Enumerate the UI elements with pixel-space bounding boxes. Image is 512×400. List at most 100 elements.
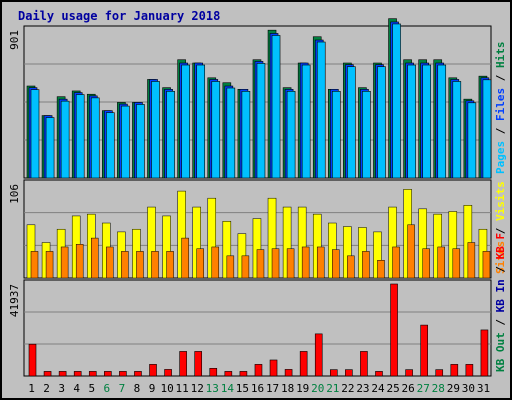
x-tick-label: 23: [356, 382, 369, 395]
bar-sites: [106, 246, 114, 279]
x-tick-label: 16: [251, 382, 264, 395]
bar-sites: [211, 246, 220, 279]
x-tick-label: 1: [28, 382, 35, 395]
bar-kbf: [73, 371, 82, 377]
legend-separator: /: [494, 221, 507, 241]
bar-kbf: [104, 371, 112, 377]
bar-kbf: [284, 369, 293, 377]
x-tick-label: 8: [134, 382, 141, 395]
bar-sites: [226, 255, 235, 279]
bar-pages: [452, 81, 462, 179]
bar-kbf: [480, 329, 489, 377]
x-tick-label: 30: [462, 382, 475, 395]
legend-entry: KB Out: [494, 332, 507, 372]
legend-separator: /: [494, 121, 507, 141]
bar-pages: [437, 64, 447, 179]
bar-sites: [60, 246, 69, 279]
x-tick-label: 14: [221, 382, 235, 395]
bar-kbf: [375, 371, 383, 377]
bar-kbf: [224, 371, 233, 377]
bar-sites: [241, 255, 250, 279]
bar-sites: [437, 246, 445, 279]
bar-pages: [271, 35, 281, 179]
panel-legend: Pages / Files / Hits: [494, 42, 507, 175]
bar-sites: [91, 237, 99, 279]
x-tick-label: 17: [266, 382, 279, 395]
chart-title: Daily usage for January 2018: [18, 9, 220, 23]
legend-entry: Visits: [494, 181, 507, 221]
bar-sites: [121, 251, 129, 279]
bar-pages: [241, 90, 251, 179]
panel-legend: KB Out / KB In / KB F: [494, 233, 507, 372]
x-tick-label: 19: [296, 382, 309, 395]
x-tick-label: 13: [206, 382, 219, 395]
bar-sites: [256, 249, 265, 279]
x-tick-label: 5: [88, 382, 95, 395]
bar-kbf: [450, 364, 459, 377]
panel-frame: [23, 279, 492, 377]
bar-sites: [347, 255, 355, 279]
bar-pages: [422, 64, 431, 179]
bar-kbf: [329, 369, 338, 377]
bar-pages: [181, 64, 190, 179]
bar-kbf: [88, 371, 97, 377]
x-tick-label: 6: [104, 382, 111, 395]
bar-sites: [316, 246, 325, 279]
bar-sites: [332, 249, 340, 279]
x-tick-label: 9: [149, 382, 156, 395]
legend-entry: Sites: [494, 241, 507, 274]
bar-pages: [392, 23, 401, 179]
x-tick-label: 3: [58, 382, 65, 395]
bar-pages: [30, 89, 40, 179]
legend-separator: /: [494, 68, 507, 88]
y-max-label: 106: [8, 184, 21, 204]
bar-kbf: [269, 359, 278, 377]
x-tick-label: 10: [160, 382, 173, 395]
x-tick-label: 7: [119, 382, 126, 395]
legend-entry: Hits: [494, 42, 507, 69]
bar-kbf: [405, 369, 413, 377]
bar-pages: [482, 79, 492, 179]
x-tick-label: 4: [73, 382, 80, 395]
bar-pages: [166, 90, 175, 179]
bar-kbf: [314, 333, 323, 377]
bar-pages: [331, 90, 341, 179]
bar-kbf: [179, 351, 187, 377]
bar-pages: [90, 97, 100, 179]
bar-kbf: [43, 371, 52, 377]
bar-sites: [75, 244, 84, 279]
bar-kbf: [360, 351, 368, 377]
bar-pages: [362, 90, 371, 179]
bar-sites: [136, 251, 144, 279]
bar-pages: [60, 100, 70, 179]
x-tick-label: 21: [326, 382, 339, 395]
x-tick-label: 22: [341, 382, 354, 395]
bar-pages: [286, 90, 296, 179]
bar-pages: [196, 64, 206, 179]
bar-pages: [121, 105, 130, 179]
x-tick-label: 12: [191, 382, 204, 395]
bar-kbf: [465, 364, 474, 377]
bar-pages: [75, 94, 85, 179]
bar-pages: [151, 81, 160, 179]
bar-kbf: [435, 369, 444, 377]
x-tick-label: 26: [402, 382, 415, 395]
x-tick-label: 2: [43, 382, 50, 395]
bar-pages: [136, 104, 145, 179]
x-tick-label: 31: [477, 382, 490, 395]
legend-entry: Files: [494, 88, 507, 121]
x-tick-label: 24: [371, 382, 385, 395]
bar-pages: [467, 102, 477, 179]
bar-pages: [347, 66, 356, 179]
bar-sites: [151, 251, 159, 279]
bar-pages: [377, 66, 386, 179]
x-tick-label: 11: [176, 382, 189, 395]
legend-separator: /: [494, 312, 507, 332]
bar-kbf: [119, 371, 127, 377]
panel-legend: Sites / Visits: [494, 181, 507, 274]
legend-entry: Pages: [494, 141, 507, 174]
bar-pages: [226, 87, 236, 179]
bar-pages: [211, 81, 221, 179]
